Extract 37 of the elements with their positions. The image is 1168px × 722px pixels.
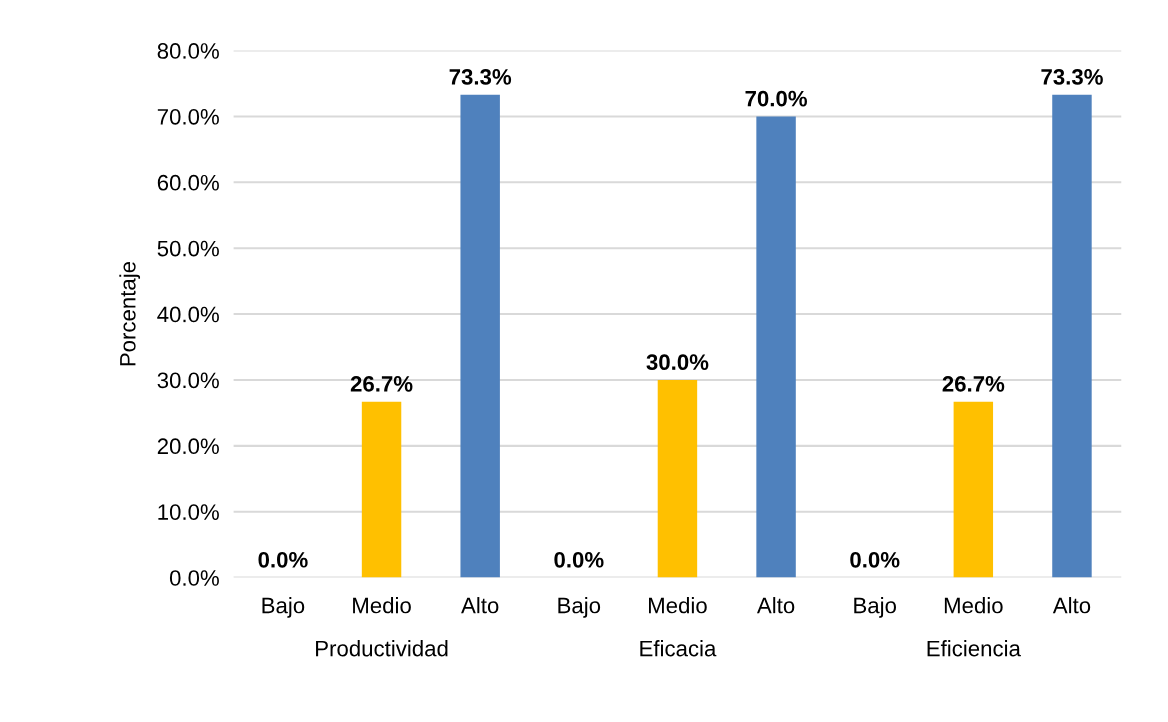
x-tick-label: Medio [353, 597, 411, 614]
x-tick-label: Medio [649, 597, 707, 614]
y-axis-title: Porcentaje [119, 261, 141, 366]
bar [361, 401, 402, 578]
data-label: 73.3% [449, 69, 512, 85]
data-label: 0.0% [554, 551, 604, 568]
y-tick-label: 30.0% [157, 372, 219, 389]
bar [953, 401, 994, 578]
x-tick-label: Bajo [854, 597, 897, 618]
data-label: 73.3% [1041, 69, 1103, 85]
y-tick-label: 20.0% [157, 438, 219, 455]
data-label: 30.0% [646, 354, 709, 371]
data-label: 0.0% [850, 551, 900, 568]
y-tick-label: 80.0% [157, 43, 219, 59]
y-tick-label: 40.0% [157, 306, 219, 323]
y-tick-label: 0.0% [169, 570, 219, 586]
y-tick-label: 70.0% [157, 108, 219, 125]
data-label: 26.7% [942, 376, 1005, 392]
y-tick-label: 50.0% [157, 240, 219, 257]
x-tick-label: Medio [944, 597, 1003, 614]
bar [756, 116, 796, 578]
data-label: 0.0% [258, 551, 308, 568]
x-tick-label: Alto [461, 597, 499, 614]
x-tick-label: Alto [1052, 597, 1091, 614]
x-tick-label: Bajo [262, 597, 305, 618]
text: Productividad [316, 640, 448, 657]
text: Eficacia [640, 640, 717, 657]
x-tick-label: Alto [756, 597, 795, 614]
bar [657, 379, 698, 578]
bar [460, 94, 500, 578]
bar [1052, 94, 1092, 578]
y-tick-label: 10.0% [158, 504, 219, 520]
data-label: 70.0% [745, 90, 807, 107]
y-tick-label: 60.0% [157, 174, 219, 191]
x-tick-label: Bajo [558, 597, 601, 618]
data-label: 26.7% [350, 376, 413, 392]
text: Eficiencia [927, 640, 1021, 657]
